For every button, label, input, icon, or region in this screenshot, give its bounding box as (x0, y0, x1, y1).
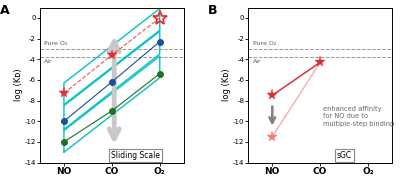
Text: Pure O₂: Pure O₂ (44, 41, 68, 46)
Text: sGC: sGC (336, 151, 352, 160)
Y-axis label: log (Kᴅ): log (Kᴅ) (222, 69, 231, 101)
Text: A: A (0, 5, 9, 17)
Text: Air: Air (44, 59, 53, 64)
Text: Pure O₂: Pure O₂ (253, 41, 276, 46)
Text: enhanced affinity
for NO due to
multiple-step binding: enhanced affinity for NO due to multiple… (322, 105, 394, 127)
Text: B: B (208, 5, 218, 17)
Text: Sliding Scale: Sliding Scale (111, 151, 160, 160)
Text: Air: Air (253, 59, 261, 64)
Y-axis label: log (Kᴅ): log (Kᴅ) (14, 69, 23, 101)
